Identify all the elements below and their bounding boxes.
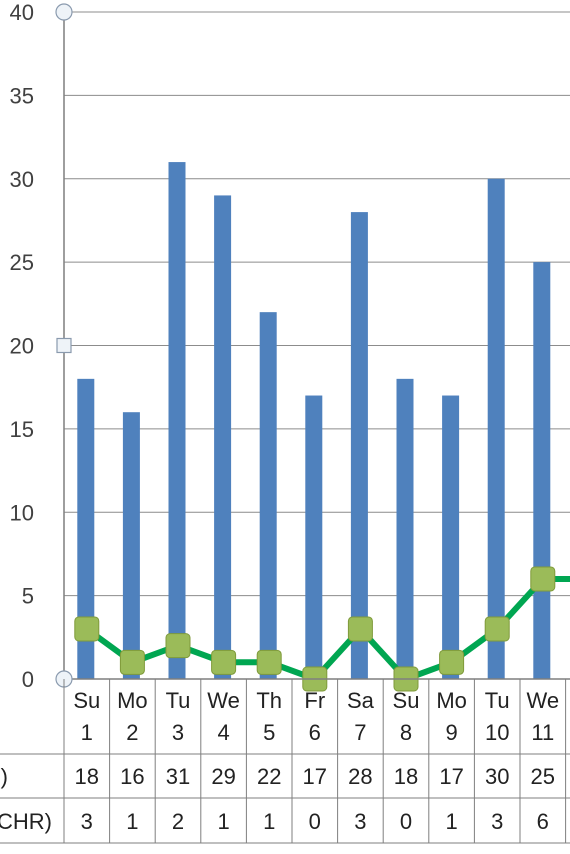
y-tick-label: 35 bbox=[10, 83, 34, 108]
bar bbox=[533, 262, 551, 679]
table-cell-bar-value: 28 bbox=[348, 764, 372, 789]
category-date-label: 2 bbox=[126, 720, 138, 745]
table-cell-line-value: 0 bbox=[309, 809, 321, 834]
y-tick-label: 15 bbox=[10, 417, 34, 442]
category-date-label: 11 bbox=[531, 720, 554, 745]
table-cell-line-value: 1 bbox=[126, 809, 138, 834]
table-cell-bar-value: 17 bbox=[439, 764, 463, 789]
row-label-line-series: CHR) bbox=[0, 809, 52, 834]
table-cell-bar-value: 30 bbox=[485, 764, 509, 789]
line-point bbox=[439, 649, 465, 675]
bar bbox=[168, 162, 186, 679]
category-day-label: Tu bbox=[485, 688, 510, 713]
table-cell-line-value: 1 bbox=[217, 809, 229, 834]
data-table: Su1Mo2Tu3We4Th5Fr6Sa7Su8Mo9Tu10We11R)CHR… bbox=[0, 679, 570, 844]
table-cell-line-value: 1 bbox=[445, 809, 457, 834]
line-point bbox=[119, 649, 145, 675]
bar bbox=[259, 312, 277, 679]
category-day-label: Sa bbox=[347, 688, 375, 713]
y-tick-label: 10 bbox=[10, 500, 34, 525]
row-label-bar-series: R) bbox=[0, 764, 8, 789]
category-date-label: 5 bbox=[263, 720, 275, 745]
category-date-label: 6 bbox=[309, 720, 321, 745]
category-day-label: Mo bbox=[117, 688, 148, 713]
line-point bbox=[165, 633, 191, 659]
y-tick-label: 20 bbox=[10, 334, 34, 359]
category-day-label: We bbox=[207, 688, 240, 713]
table-cell-bar-value: 25 bbox=[531, 764, 555, 789]
bar bbox=[487, 178, 505, 679]
line-point bbox=[530, 566, 556, 592]
line-point bbox=[74, 616, 100, 642]
table-cell-line-value: 1 bbox=[263, 809, 275, 834]
bar bbox=[350, 212, 368, 679]
category-day-label: Mo bbox=[436, 688, 467, 713]
category-date-label: 1 bbox=[81, 720, 93, 745]
table-cell-line-value: 3 bbox=[491, 809, 503, 834]
table-cell-bar-value: 16 bbox=[120, 764, 144, 789]
category-day-label: We bbox=[526, 688, 559, 713]
line-point bbox=[211, 649, 237, 675]
y-tick-label: 40 bbox=[10, 0, 34, 25]
line-point bbox=[484, 616, 510, 642]
category-day-label: Tu bbox=[166, 688, 191, 713]
table-cell-line-value: 6 bbox=[537, 809, 549, 834]
table-cell-bar-value: 18 bbox=[394, 764, 418, 789]
category-date-label: 3 bbox=[172, 720, 184, 745]
y-tick-label: 30 bbox=[10, 167, 34, 192]
table-cell-line-value: 2 bbox=[172, 809, 184, 834]
bar bbox=[122, 412, 140, 679]
bar bbox=[305, 395, 323, 679]
line-point bbox=[256, 649, 282, 675]
table-cell-line-value: 3 bbox=[81, 809, 93, 834]
category-day-label: Th bbox=[256, 688, 282, 713]
category-day-label: Su bbox=[73, 688, 100, 713]
bar bbox=[442, 395, 460, 679]
table-cell-bar-value: 29 bbox=[211, 764, 235, 789]
category-date-label: 8 bbox=[400, 720, 412, 745]
table-cell-line-value: 3 bbox=[354, 809, 366, 834]
table-cell-line-value: 0 bbox=[400, 809, 412, 834]
category-date-label: 10 bbox=[485, 720, 509, 745]
axis-handle-top bbox=[55, 3, 73, 21]
y-tick-label: 25 bbox=[10, 250, 34, 275]
category-day-label: Su bbox=[393, 688, 420, 713]
y-axis-ticks: 0 5 10 15 20 25 30 35 40 bbox=[10, 0, 34, 692]
category-day-label: Fr bbox=[304, 688, 325, 713]
bar bbox=[214, 195, 232, 680]
y-tick-label: 5 bbox=[22, 584, 34, 609]
bar-series bbox=[77, 162, 551, 680]
bar bbox=[77, 378, 95, 679]
line-series bbox=[74, 566, 570, 692]
table-cell-bar-value: 22 bbox=[257, 764, 281, 789]
table-cell-bar-value: 31 bbox=[166, 764, 190, 789]
category-date-label: 9 bbox=[445, 720, 457, 745]
category-date-label: 7 bbox=[354, 720, 366, 745]
axes bbox=[55, 3, 570, 688]
axis-handle-mid bbox=[56, 337, 72, 354]
bar bbox=[396, 378, 414, 679]
table-cell-bar-value: 17 bbox=[303, 764, 327, 789]
line-point bbox=[347, 616, 373, 642]
table-cell-bar-value: 18 bbox=[75, 764, 99, 789]
category-date-label: 4 bbox=[217, 720, 229, 745]
y-tick-label: 0 bbox=[22, 667, 34, 692]
